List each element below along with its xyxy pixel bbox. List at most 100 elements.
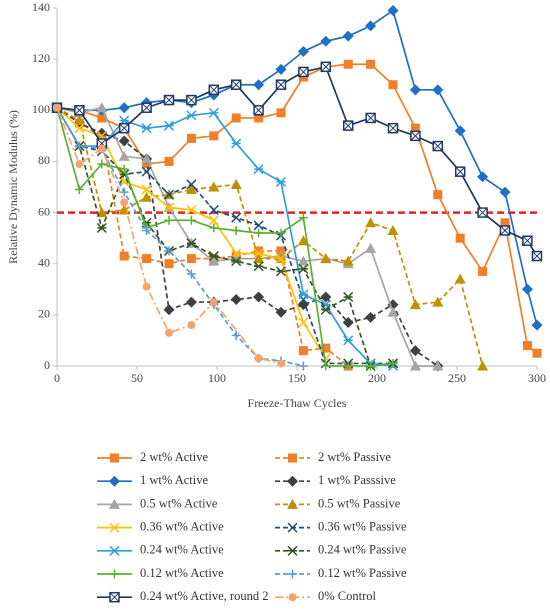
marker <box>454 273 466 284</box>
marker <box>477 171 489 183</box>
marker <box>298 66 309 78</box>
marker <box>288 593 297 602</box>
marker-part <box>186 110 197 121</box>
marker-part <box>531 319 543 331</box>
marker-part <box>297 235 309 246</box>
marker-part <box>342 255 354 266</box>
marker <box>254 113 264 123</box>
marker <box>96 127 108 139</box>
marker-part <box>118 102 130 114</box>
marker-part <box>164 95 174 105</box>
y-tick-label: 80 <box>38 153 50 167</box>
marker-part <box>275 306 287 318</box>
marker-part <box>53 103 61 112</box>
marker <box>118 150 130 161</box>
legend-label: 0% Control <box>318 589 377 603</box>
marker <box>186 94 197 106</box>
marker-part <box>109 475 120 487</box>
marker <box>109 498 120 509</box>
marker <box>320 35 332 47</box>
marker <box>410 123 420 133</box>
marker-part <box>320 291 332 303</box>
legend-item: 0.12 wt% Passive <box>275 566 407 580</box>
marker-part <box>120 198 129 207</box>
marker-part <box>231 330 241 340</box>
legend-label: 0.12 wt% Active <box>140 566 224 580</box>
marker <box>531 319 543 331</box>
legend-item: 0.5 wt% Active <box>97 496 218 510</box>
marker-part <box>321 343 331 353</box>
y-tick-label: 0 <box>44 358 50 372</box>
marker <box>186 133 196 143</box>
marker-part <box>208 84 219 95</box>
marker-part <box>186 254 196 264</box>
marker-part <box>208 215 219 226</box>
marker <box>164 215 174 225</box>
x-tick-label: 100 <box>208 371 226 385</box>
x-tick-label: 250 <box>448 371 466 385</box>
marker <box>118 122 130 134</box>
marker <box>454 125 466 137</box>
y-tick-label: 60 <box>38 204 50 218</box>
marker <box>298 213 308 223</box>
marker-part <box>298 263 309 274</box>
marker-part <box>298 213 308 223</box>
marker-part <box>110 453 119 463</box>
marker-part <box>500 225 510 236</box>
marker-part <box>432 84 444 96</box>
marker-part <box>298 317 309 328</box>
marker <box>119 251 129 261</box>
legend: 2 wt% Active 2 wt% Passive 1 wt% Active 1 w… <box>97 450 407 603</box>
marker <box>410 130 421 142</box>
marker-part <box>96 127 108 139</box>
marker <box>74 105 85 116</box>
marker-part <box>455 233 465 243</box>
marker <box>432 360 444 371</box>
marker <box>342 255 354 266</box>
marker <box>97 159 107 169</box>
marker <box>298 317 309 328</box>
marker <box>287 498 298 509</box>
marker <box>432 140 444 152</box>
marker <box>208 107 219 118</box>
marker-part <box>186 238 197 249</box>
marker <box>164 246 174 256</box>
marker-part <box>297 45 309 57</box>
marker <box>321 343 331 353</box>
marker <box>288 569 297 579</box>
y-tick-label: 20 <box>38 307 50 321</box>
marker <box>433 190 443 200</box>
marker <box>455 233 465 243</box>
marker-part <box>164 259 174 269</box>
marker <box>500 218 510 228</box>
marker-part <box>409 299 421 310</box>
marker-part <box>287 475 298 487</box>
x-tick-label: 300 <box>528 371 546 385</box>
marker-part <box>165 328 173 337</box>
marker-part <box>287 545 298 556</box>
marker-part <box>275 63 287 75</box>
legend-label: 2 wt% Passive <box>318 450 391 464</box>
marker-part <box>365 20 377 32</box>
marker-part <box>532 348 542 358</box>
marker-part <box>277 359 285 368</box>
marker <box>119 164 129 174</box>
marker <box>208 251 219 262</box>
marker <box>499 225 511 236</box>
marker <box>231 225 241 235</box>
marker <box>164 259 174 269</box>
marker <box>231 113 241 123</box>
marker <box>230 294 242 306</box>
marker-part <box>74 141 84 151</box>
marker <box>142 225 152 235</box>
marker <box>388 80 398 90</box>
marker <box>365 311 377 323</box>
legend-item: 1 wt% Passsive <box>275 473 396 487</box>
marker-part <box>298 67 309 77</box>
marker <box>454 166 466 177</box>
marker <box>320 291 332 303</box>
marker-part <box>343 59 353 69</box>
y-axis-label: Relative Dynamic Modulus (%) <box>6 110 20 264</box>
marker-part <box>119 164 129 174</box>
